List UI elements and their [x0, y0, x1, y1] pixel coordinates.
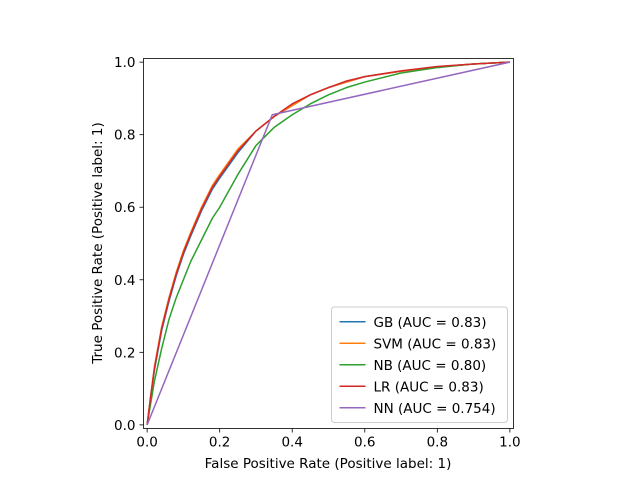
x-tick-label: 0.2 — [209, 435, 230, 451]
legend: GB (AUC = 0.83) SVM (AUC = 0.83) NB (AUC =… — [331, 306, 508, 423]
x-tick-label: 0.0 — [136, 435, 157, 451]
legend-label-1: SVM (AUC = 0.83) — [374, 336, 497, 352]
y-tick-label: 0.2 — [114, 345, 135, 361]
y-ticks: 0.0 0.2 0.4 0.6 0.8 1.0 — [114, 55, 144, 434]
legend-frame — [331, 306, 508, 423]
x-tick-label: 0.8 — [427, 435, 448, 451]
x-tick-label: 1.0 — [499, 435, 520, 451]
x-tick-label: 0.4 — [281, 435, 302, 451]
legend-label-4: NN (AUC = 0.754) — [374, 401, 496, 417]
y-tick-label: 1.0 — [114, 55, 135, 71]
y-axis-label: True Positive Rate (Positive label: 1) — [90, 122, 106, 365]
y-tick-label: 0.4 — [114, 273, 135, 289]
x-axis-label: False Positive Rate (Positive label: 1) — [205, 456, 452, 472]
y-tick-label: 0.0 — [114, 418, 135, 434]
axes-frame — [143, 58, 514, 429]
series-line-2 — [146, 61, 510, 425]
y-tick-label: 0.8 — [114, 128, 135, 144]
series-layer — [146, 61, 511, 426]
legend-label-2: NB (AUC = 0.80) — [374, 358, 487, 374]
x-ticks: 0.0 0.2 0.4 0.6 0.8 1.0 — [136, 428, 521, 451]
series-line-4 — [146, 61, 511, 426]
y-tick-label: 0.6 — [114, 200, 135, 216]
legend-label-3: LR (AUC = 0.83) — [374, 379, 484, 395]
series-line-3 — [146, 61, 510, 425]
legend-label-0: GB (AUC = 0.83) — [374, 315, 487, 331]
x-tick-label: 0.6 — [354, 435, 375, 451]
